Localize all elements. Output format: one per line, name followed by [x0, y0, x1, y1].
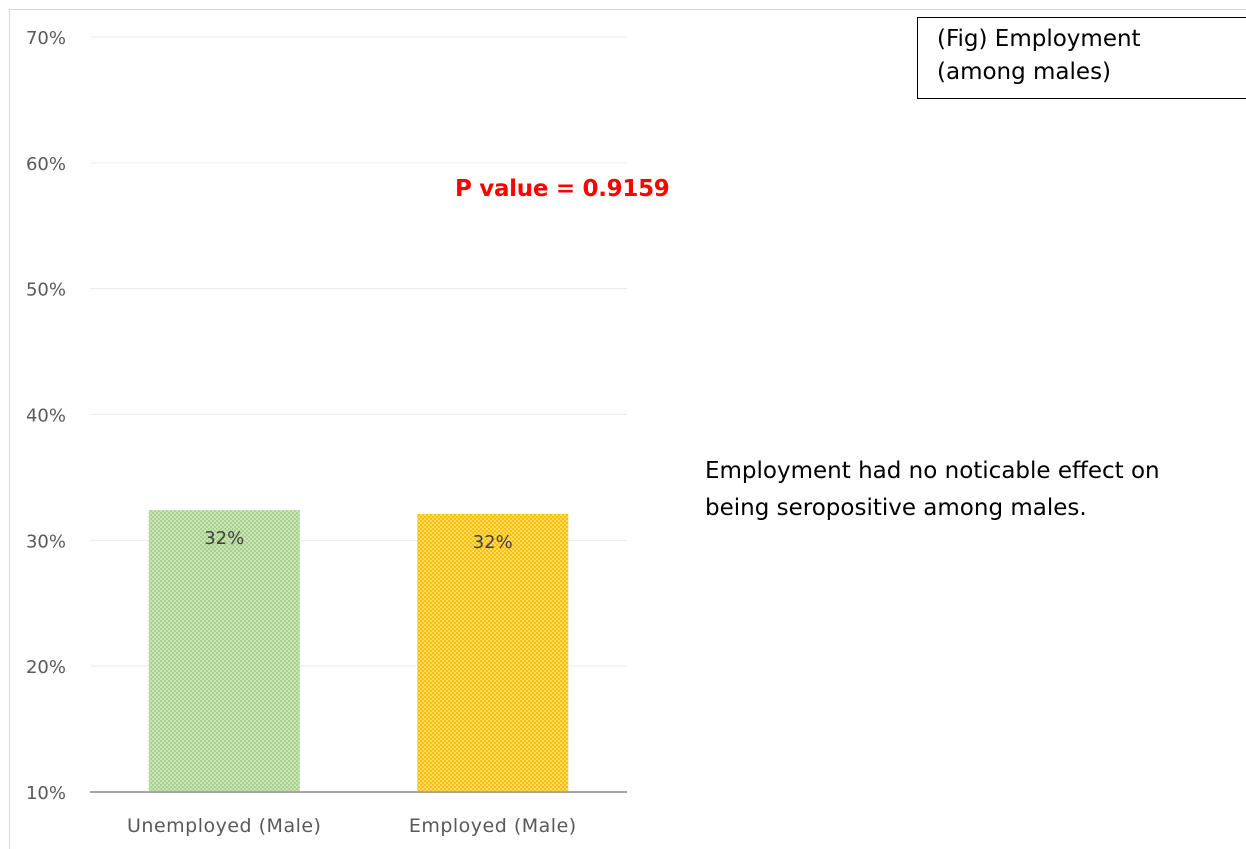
conclusion-note-line-2: being seropositive among males. — [705, 495, 1087, 521]
figure-label-line-2: (among males) — [937, 59, 1112, 85]
x-tick-label: Unemployed (Male) — [127, 815, 321, 837]
figure-label-box: (Fig) Employment (among males) — [917, 17, 1246, 99]
data-labels: 32% 32% — [204, 528, 513, 553]
figure-label-line-1: (Fig) Employment — [937, 26, 1141, 52]
x-tick-label: Employed (Male) — [409, 815, 577, 837]
y-axis-tick-labels: 10% 20% 30% 40% 50% 60% 70% — [26, 28, 66, 804]
y-tick-label: 40% — [26, 406, 66, 427]
bars — [148, 510, 569, 792]
conclusion-note-line-1: Employment had no noticable effect on — [705, 458, 1160, 484]
y-tick-label: 10% — [26, 783, 66, 804]
bar — [417, 513, 569, 792]
y-tick-label: 50% — [26, 280, 66, 301]
p-value-annotation: P value = 0.9159 — [455, 176, 670, 202]
data-label: 32% — [204, 528, 244, 549]
y-tick-label: 30% — [26, 531, 66, 552]
chart-frame — [9, 9, 1246, 849]
bar — [148, 510, 300, 792]
y-tick-label: 60% — [26, 154, 66, 175]
conclusion-note: Employment had no noticable effect on be… — [705, 453, 1205, 527]
data-label: 32% — [473, 532, 513, 553]
y-tick-label: 70% — [26, 28, 66, 49]
x-axis-tick-labels: Unemployed (Male) Employed (Male) — [127, 815, 577, 837]
y-tick-label: 20% — [26, 657, 66, 678]
